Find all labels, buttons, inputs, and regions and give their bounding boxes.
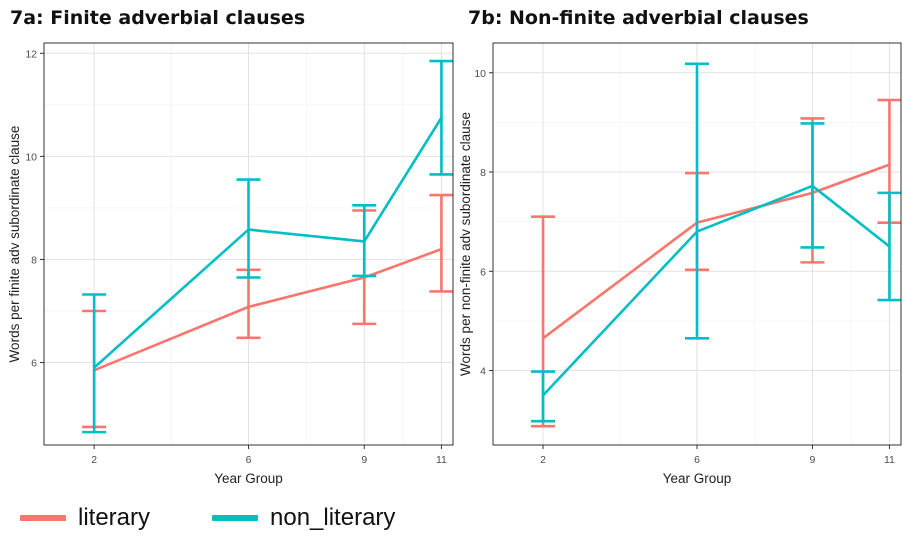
y-axis-title-7b: Words per non-finite adv subordinate cla…: [458, 112, 473, 376]
legend-item-literary[interactable]: literary: [20, 504, 150, 532]
series-line-non-literary: [93, 117, 443, 369]
legend-label-non-literary: non_literary: [270, 504, 396, 531]
y-tick-label: 12: [25, 48, 37, 60]
y-tick-label: 8: [480, 167, 486, 179]
x-tick-label: 11: [884, 454, 895, 466]
y-tick-label: 8: [31, 254, 37, 266]
error-bar-literary: [429, 193, 454, 293]
y-tick-label: 6: [31, 358, 37, 370]
x-axis-title-7b: Year Group: [663, 471, 732, 486]
series-line-non-literary: [542, 184, 891, 397]
error-bar-non-literary: [685, 62, 709, 340]
series-non-literary-7b: [531, 62, 902, 423]
y-tick-label: 10: [25, 151, 37, 163]
panel-7a: 6 8 10 12 2 6 9 11 Year Group Words per finite ad…: [7, 42, 454, 486]
x-tick-label: 6: [694, 454, 700, 466]
x-tick-label: 11: [436, 454, 447, 466]
chart-title-7b: 7b: Non-finite adverbial clauses: [468, 7, 809, 29]
series-non-literary-7a: [82, 59, 454, 434]
panel-7b: 4 6 8 10 2 6 9 11 Year Group Words per non-finite…: [458, 42, 902, 486]
legend-label-literary: literary: [78, 504, 151, 531]
y-axis-title-7a: Words per finite adv subordinate clause: [7, 126, 22, 363]
y-tick-label: 10: [474, 68, 486, 80]
x-axis-title-7a: Year Group: [214, 471, 283, 486]
x-tick-label: 9: [810, 454, 816, 466]
y-tick-label: 6: [480, 266, 486, 278]
legend-swatch-literary: [20, 515, 66, 521]
error-bar-non-literary: [531, 370, 556, 423]
charts-canvas: 6 8 10 12 2 6 9 11 Year Group Words per finite ad…: [7, 42, 902, 486]
x-tick-label: 2: [91, 454, 97, 466]
legend: literary non_literary: [0, 504, 903, 540]
series-line-literary: [93, 247, 442, 372]
x-tick-label: 2: [540, 454, 546, 466]
error-bar-non-literary: [82, 293, 107, 434]
x-tick-label: 9: [361, 454, 367, 466]
chart-title-7a: 7a: Finite adverbial clauses: [10, 7, 306, 29]
y-tick-label: 4: [480, 366, 486, 378]
legend-swatch-non-literary: [212, 515, 258, 521]
x-tick-label: 6: [246, 454, 252, 466]
legend-item-non-literary[interactable]: non_literary: [212, 504, 395, 532]
